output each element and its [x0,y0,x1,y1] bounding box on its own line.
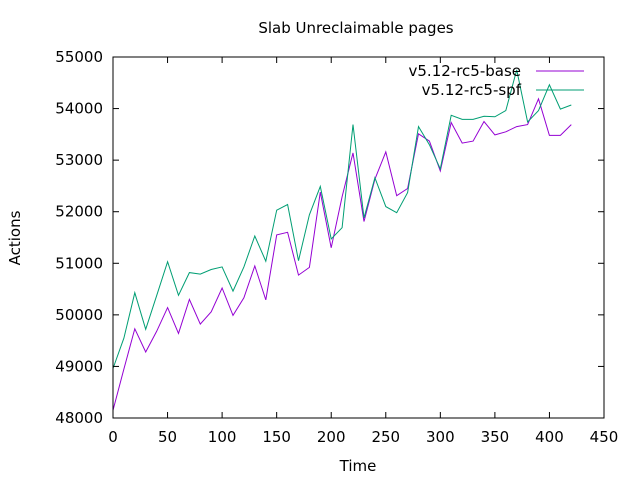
y-tick-label: 50000 [55,306,103,324]
plot-frame [112,56,605,419]
x-tick-label: 350 [481,428,510,446]
x-tick-label: 150 [262,428,291,446]
y-axis-label: Actions [6,210,24,265]
y-tick-label: 51000 [55,254,103,272]
legend-label: v5.12-rc5-spf [422,81,522,99]
x-axis-label: Time [339,457,377,475]
x-tick-label: 400 [535,428,564,446]
series-line-base [112,97,572,411]
x-axis-ticks: 0 50 100 150 200 250 300 350 400 450 [108,57,618,446]
y-tick-label: 52000 [55,203,103,221]
chart-title: Slab Unreclaimable pages [258,19,453,37]
x-tick-label: 250 [371,428,400,446]
x-tick-label: 50 [158,428,177,446]
y-axis-ticks: 48000 49000 50000 51000 52000 53000 54000 55000 [55,48,604,427]
x-tick-label: 300 [426,428,455,446]
x-tick-label: 450 [590,428,619,446]
x-tick-label: 200 [317,428,346,446]
legend-label: v5.12-rc5-base [409,62,522,80]
y-tick-label: 49000 [55,357,103,375]
y-tick-label: 54000 [55,100,103,118]
y-tick-label: 53000 [55,151,103,169]
x-tick-label: 100 [208,428,237,446]
series-line-spf [112,69,572,369]
y-tick-label: 48000 [55,409,103,427]
plot-area [112,69,572,411]
y-tick-label: 55000 [55,48,103,66]
x-tick-label: 0 [108,428,118,446]
